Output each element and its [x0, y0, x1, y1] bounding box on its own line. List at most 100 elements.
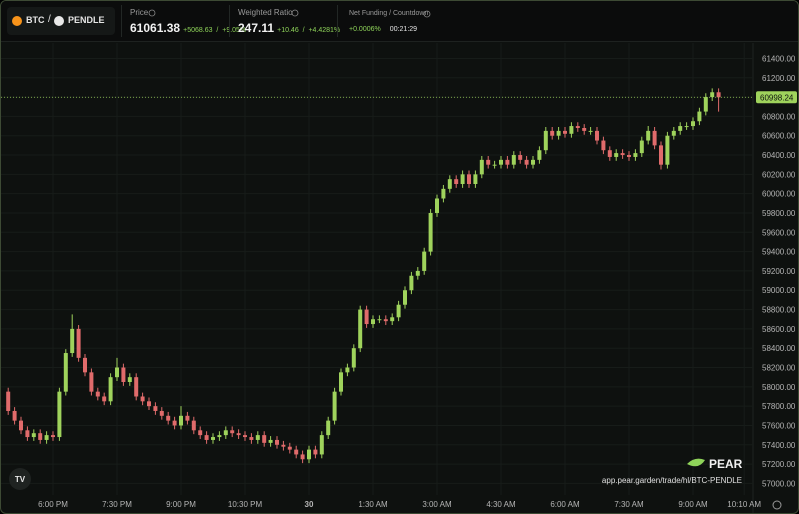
- y-tick-label: 58600.00: [762, 325, 796, 334]
- candle-body: [422, 251, 427, 271]
- y-tick-label: 59600.00: [762, 228, 796, 237]
- y-tick-label: 60200.00: [762, 170, 796, 179]
- y-tick-label: 60400.00: [762, 151, 796, 160]
- plot-bg: [1, 43, 753, 495]
- candle-body: [563, 130, 567, 134]
- candle-body: [204, 435, 209, 440]
- x-tick-label: 30: [305, 500, 314, 509]
- candle-body: [249, 437, 254, 440]
- candle-body: [518, 155, 523, 160]
- x-tick-label: 10:30 PM: [228, 500, 263, 509]
- y-tick-label: 58400.00: [762, 344, 796, 353]
- candle-body: [63, 353, 68, 392]
- x-tick-label: 7:30 PM: [102, 500, 132, 509]
- candle-body: [319, 435, 324, 455]
- y-tick-label: 57600.00: [762, 421, 796, 430]
- candle-body: [377, 319, 382, 321]
- y-tick-label: 57000.00: [762, 479, 796, 488]
- candle-body: [281, 444, 286, 447]
- candle-body: [684, 126, 689, 128]
- ratio-change: +10.46 / +4.4281%: [277, 27, 341, 34]
- pendle-icon: [54, 16, 64, 26]
- candle-body: [665, 135, 670, 165]
- y-tick-label: 59200.00: [762, 267, 796, 276]
- candle-body: [371, 319, 375, 325]
- candle-body: [313, 449, 318, 455]
- tv-logo-text: TV: [15, 475, 26, 484]
- settings-gear[interactable]: [772, 500, 782, 510]
- pear-url: app.pear.garden/trade/hl/BTC-PENDLE: [602, 476, 742, 485]
- price-block: Price 61061.38 +5068.63 / +9.05%: [130, 8, 246, 35]
- candle-body: [467, 174, 471, 185]
- candle-body: [102, 396, 107, 402]
- candle-body: [198, 430, 203, 436]
- candle-body: [403, 290, 407, 305]
- candle-body: [639, 140, 644, 154]
- candle-body: [646, 130, 651, 141]
- candle-body: [607, 150, 612, 157]
- candle-body: [499, 159, 503, 165]
- candle-body: [582, 127, 587, 131]
- candle-body: [652, 130, 657, 146]
- candle-body: [6, 391, 11, 411]
- candle-body: [716, 92, 721, 98]
- base: BTC: [26, 15, 45, 25]
- candle-body: [51, 435, 55, 438]
- funding-block: Net Funding / Countdown +0.0006% 00:21:2…: [349, 10, 428, 34]
- candle-body: [44, 435, 49, 440]
- pear-leaf: [687, 458, 705, 467]
- candle-body: [601, 140, 606, 151]
- candle-body: [435, 198, 439, 213]
- candle-body: [300, 454, 305, 460]
- candle-body: [166, 415, 171, 421]
- candle-body: [703, 97, 708, 112]
- y-tick-label: 61400.00: [762, 54, 796, 63]
- candle-body: [550, 130, 555, 136]
- candle-body: [710, 92, 715, 98]
- candle-body: [307, 449, 311, 460]
- candle-body: [19, 420, 23, 431]
- candle-body: [31, 433, 36, 438]
- header: BTC / PENDLE Price 61061.38 +5068.63 / +…: [1, 1, 798, 42]
- candle-body: [556, 130, 561, 136]
- candle-body: [134, 377, 139, 397]
- candle-body: [543, 130, 548, 151]
- candle-body: [38, 433, 43, 440]
- candle-body: [211, 437, 215, 440]
- x-tick-label: 9:00 AM: [678, 500, 708, 509]
- candle-body: [492, 164, 497, 166]
- candle-body: [255, 435, 260, 440]
- ratio-label: Weighted Ratio: [238, 8, 293, 17]
- y-tick-label: 58800.00: [762, 306, 796, 315]
- candle-body: [396, 304, 401, 318]
- candle-body: [428, 212, 433, 252]
- pair-icons: [12, 16, 64, 26]
- tv-logo[interactable]: [9, 468, 31, 490]
- countdown: 00:21:29: [389, 26, 418, 33]
- x-tick-label: 6:00 AM: [550, 500, 580, 509]
- x-tick-label: 10:10 AM: [727, 500, 761, 509]
- ratio-value: 247.11: [238, 21, 275, 35]
- candle-body: [236, 433, 241, 436]
- candle-body: [223, 430, 228, 436]
- price-change: +5068.63 / +9.05%: [183, 27, 247, 34]
- pair-selector[interactable]: BTC / PENDLE: [7, 7, 115, 35]
- candle-body: [179, 415, 183, 426]
- candle-body: [140, 396, 145, 402]
- y-tick-label: 60800.00: [762, 112, 796, 121]
- candle-body: [115, 367, 119, 378]
- candle-body: [473, 174, 478, 185]
- x-tick-label: 1:30 AM: [358, 500, 388, 509]
- candle-body: [524, 159, 529, 165]
- candle-body: [159, 410, 164, 416]
- candle-body: [25, 430, 30, 438]
- candle-body: [454, 179, 459, 185]
- funding-label: Net Funding / Countdown: [349, 10, 429, 17]
- candle-body: [230, 430, 235, 434]
- candle-body: [243, 435, 247, 438]
- candle-body: [486, 159, 491, 165]
- candle-body: [294, 449, 299, 455]
- candle-body: [127, 377, 132, 382]
- candle-body: [460, 174, 465, 185]
